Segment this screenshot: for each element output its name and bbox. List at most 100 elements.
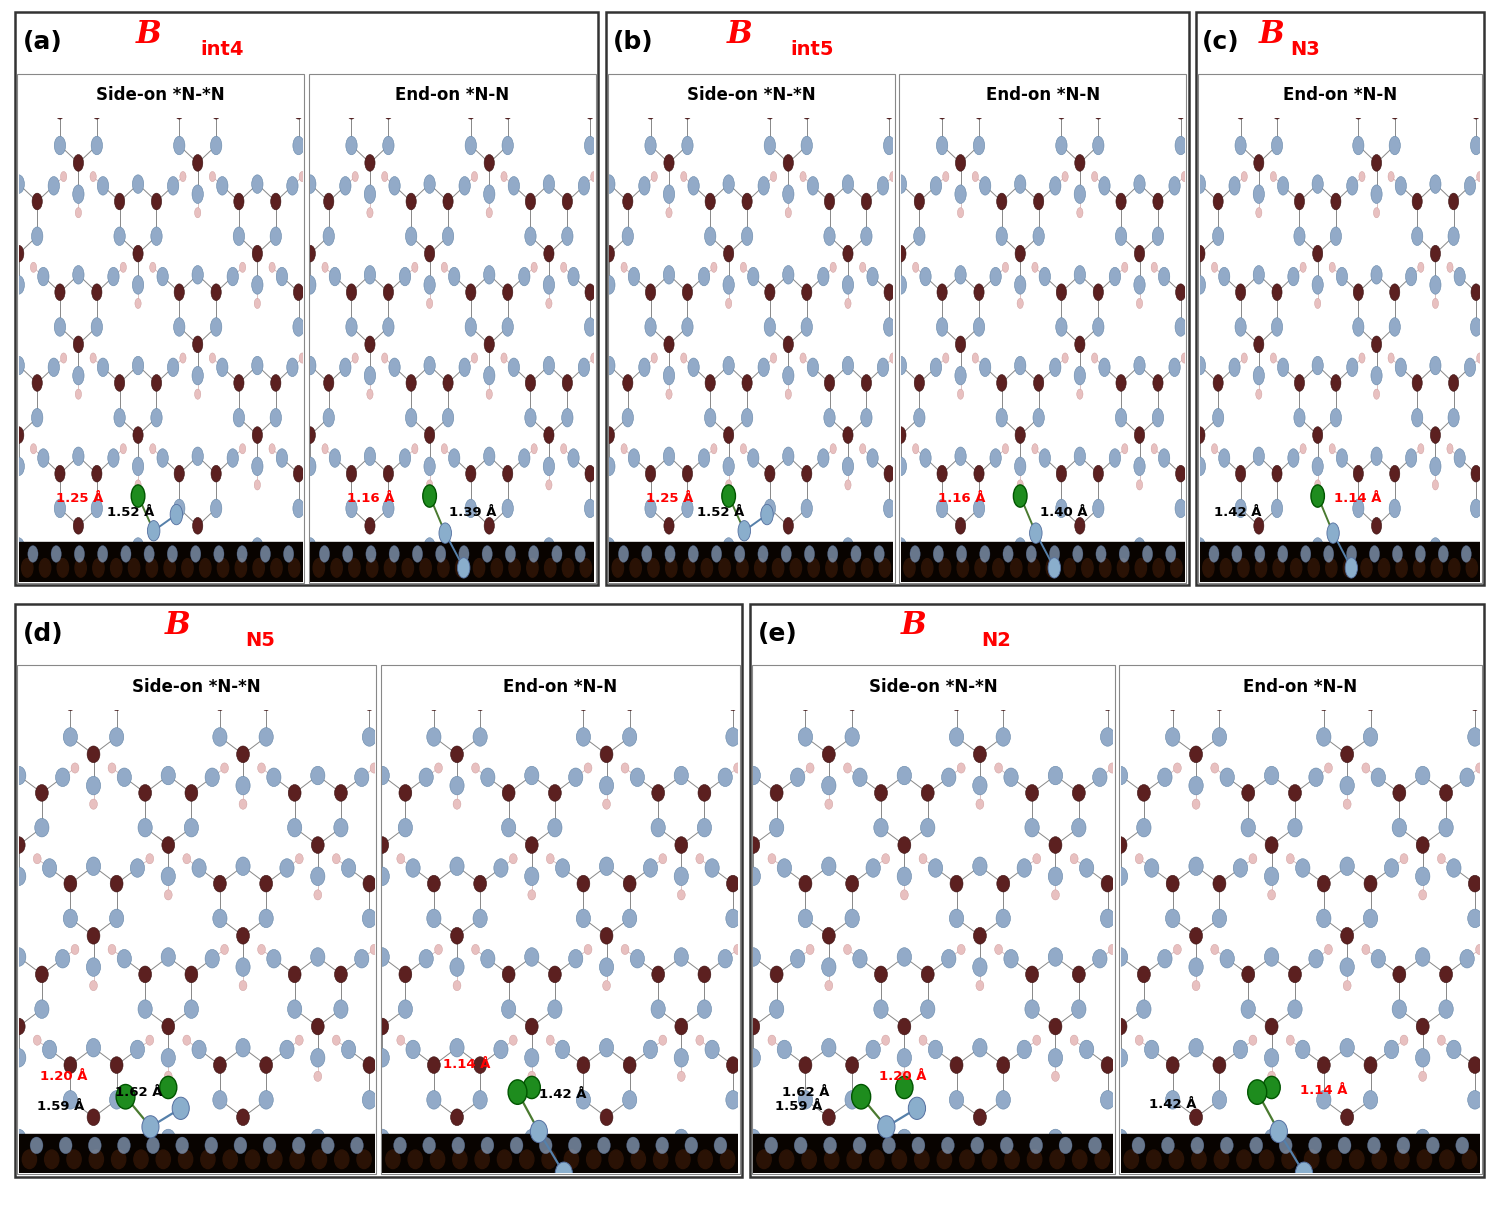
Circle shape: [423, 485, 436, 507]
Circle shape: [742, 556, 752, 573]
Circle shape: [973, 171, 979, 182]
Circle shape: [1075, 185, 1085, 204]
Circle shape: [881, 853, 889, 864]
Circle shape: [1096, 546, 1106, 562]
Circle shape: [1031, 262, 1039, 273]
Circle shape: [406, 374, 417, 391]
Circle shape: [1114, 867, 1127, 886]
Circle shape: [181, 559, 193, 577]
Circle shape: [1220, 950, 1234, 968]
Circle shape: [1370, 546, 1379, 562]
Circle shape: [376, 836, 388, 853]
Circle shape: [1064, 559, 1075, 577]
Circle shape: [424, 427, 435, 443]
Circle shape: [90, 1150, 103, 1168]
Circle shape: [1195, 245, 1205, 262]
Circle shape: [168, 176, 178, 196]
Circle shape: [226, 267, 238, 286]
Circle shape: [492, 559, 502, 577]
Circle shape: [1075, 367, 1085, 385]
Circle shape: [73, 447, 84, 466]
Circle shape: [399, 818, 412, 836]
Circle shape: [450, 1038, 465, 1057]
Circle shape: [474, 1057, 487, 1073]
Circle shape: [1390, 466, 1400, 482]
Circle shape: [764, 466, 775, 482]
Circle shape: [420, 768, 433, 787]
Circle shape: [738, 520, 751, 541]
Circle shape: [1114, 1019, 1127, 1034]
Circle shape: [1400, 853, 1408, 864]
Circle shape: [845, 298, 851, 309]
Circle shape: [1253, 185, 1265, 204]
Circle shape: [764, 103, 775, 119]
Circle shape: [901, 1072, 908, 1081]
Circle shape: [120, 262, 126, 273]
Circle shape: [280, 858, 294, 877]
Circle shape: [1360, 171, 1366, 182]
Circle shape: [132, 175, 144, 193]
Circle shape: [255, 298, 261, 309]
Circle shape: [1102, 694, 1114, 711]
Circle shape: [1279, 1137, 1292, 1154]
Circle shape: [1454, 267, 1466, 286]
Circle shape: [817, 267, 829, 286]
Circle shape: [258, 944, 265, 955]
Circle shape: [543, 538, 555, 556]
Circle shape: [782, 518, 793, 535]
Circle shape: [252, 457, 262, 476]
Circle shape: [1253, 518, 1264, 535]
Circle shape: [270, 408, 282, 427]
Circle shape: [859, 262, 866, 273]
Circle shape: [1438, 853, 1445, 864]
Circle shape: [1271, 317, 1283, 337]
Circle shape: [806, 763, 814, 774]
Circle shape: [1288, 818, 1303, 836]
Circle shape: [54, 136, 66, 154]
Circle shape: [1133, 538, 1145, 556]
Circle shape: [117, 1137, 130, 1154]
Circle shape: [370, 763, 378, 774]
Circle shape: [782, 154, 793, 171]
Circle shape: [1033, 556, 1043, 573]
Circle shape: [12, 947, 25, 967]
Circle shape: [639, 358, 651, 377]
Circle shape: [1340, 1109, 1354, 1126]
Circle shape: [1324, 546, 1334, 562]
Circle shape: [334, 1148, 348, 1165]
Circle shape: [1213, 227, 1223, 245]
Circle shape: [1025, 1148, 1039, 1165]
Circle shape: [808, 358, 818, 377]
Circle shape: [484, 336, 495, 352]
Circle shape: [259, 1057, 273, 1073]
Circle shape: [150, 444, 156, 454]
Circle shape: [502, 1148, 516, 1165]
Circle shape: [237, 927, 249, 944]
Circle shape: [1100, 909, 1115, 928]
Circle shape: [842, 356, 853, 375]
Circle shape: [874, 546, 884, 562]
Text: 1.20 Å: 1.20 Å: [40, 1069, 87, 1083]
Circle shape: [1295, 858, 1310, 877]
Circle shape: [937, 466, 947, 482]
Circle shape: [1235, 466, 1246, 482]
Circle shape: [220, 763, 228, 774]
Circle shape: [1253, 336, 1264, 352]
Circle shape: [1316, 1091, 1331, 1109]
Text: B: B: [1258, 18, 1285, 49]
Circle shape: [367, 559, 378, 577]
Circle shape: [937, 103, 947, 119]
Circle shape: [147, 1137, 159, 1154]
Circle shape: [973, 500, 985, 518]
Circle shape: [934, 546, 943, 562]
Circle shape: [60, 1137, 72, 1154]
Circle shape: [1270, 1120, 1288, 1143]
Circle shape: [1004, 768, 1018, 787]
Circle shape: [90, 171, 96, 182]
Circle shape: [1388, 171, 1394, 182]
Circle shape: [995, 1091, 1010, 1109]
Circle shape: [1430, 356, 1441, 375]
Circle shape: [821, 958, 836, 976]
Circle shape: [1229, 176, 1240, 196]
Circle shape: [1460, 768, 1475, 787]
